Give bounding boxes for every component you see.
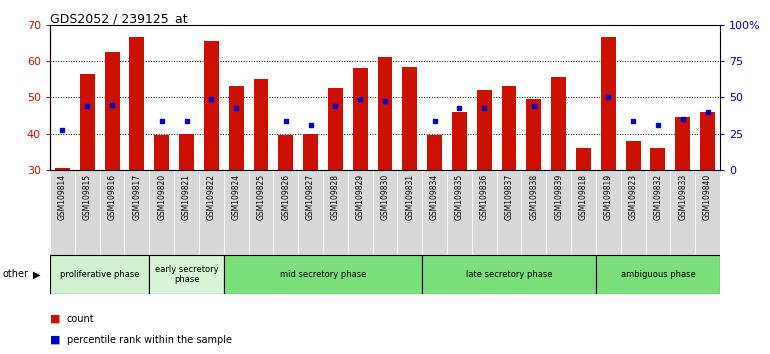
Bar (50, 255, 149, 294)
Bar (645, 170, 671, 255)
Text: GSM109815: GSM109815 (82, 174, 92, 220)
Text: GSM109839: GSM109839 (554, 174, 563, 221)
Text: GSM109831: GSM109831 (405, 174, 414, 220)
Text: GSM109835: GSM109835 (455, 174, 464, 221)
Bar (278, 136, 293, 170)
Bar (472, 170, 497, 255)
Bar (527, 99, 541, 170)
Bar (576, 148, 591, 170)
Text: GSM109817: GSM109817 (132, 174, 142, 220)
Bar (204, 41, 219, 170)
Text: ■: ■ (50, 314, 61, 324)
Text: GSM109820: GSM109820 (157, 174, 166, 220)
Bar (303, 133, 318, 170)
Text: GSM109826: GSM109826 (281, 174, 290, 220)
Text: GSM109824: GSM109824 (232, 174, 241, 220)
Text: proliferative phase: proliferative phase (60, 270, 139, 279)
Text: GDS2052 / 239125_at: GDS2052 / 239125_at (50, 12, 188, 25)
Bar (695, 170, 720, 255)
Bar (99, 170, 125, 255)
Bar (447, 170, 472, 255)
Text: GSM109814: GSM109814 (58, 174, 67, 220)
Bar (497, 170, 521, 255)
Bar (671, 170, 695, 255)
Text: late secretory phase: late secretory phase (466, 270, 552, 279)
Text: GSM109816: GSM109816 (108, 174, 116, 220)
Bar (149, 255, 224, 294)
Bar (129, 38, 144, 170)
Bar (651, 148, 665, 170)
Bar (377, 57, 393, 170)
Text: GSM109818: GSM109818 (579, 174, 588, 220)
Bar (149, 170, 174, 255)
Text: GSM109827: GSM109827 (306, 174, 315, 220)
Bar (601, 38, 616, 170)
Bar (521, 170, 546, 255)
Bar (626, 141, 641, 170)
Bar (353, 68, 367, 170)
Bar (501, 86, 517, 170)
Text: ▶: ▶ (33, 269, 41, 279)
Bar (179, 133, 194, 170)
Bar (229, 86, 243, 170)
Bar (551, 78, 566, 170)
Text: GSM109830: GSM109830 (380, 174, 390, 221)
Bar (422, 255, 596, 294)
Bar (422, 170, 447, 255)
Bar (80, 74, 95, 170)
Text: GSM109823: GSM109823 (628, 174, 638, 220)
Text: count: count (67, 314, 95, 324)
Text: early secretory
phase: early secretory phase (155, 265, 219, 284)
Bar (328, 88, 343, 170)
Bar (397, 170, 422, 255)
Text: GSM109837: GSM109837 (504, 174, 514, 221)
Bar (348, 170, 373, 255)
Text: mid secretory phase: mid secretory phase (280, 270, 367, 279)
Bar (273, 170, 298, 255)
Text: GSM109838: GSM109838 (529, 174, 538, 220)
Bar (75, 170, 99, 255)
Bar (571, 170, 596, 255)
Bar (154, 136, 169, 170)
Bar (253, 79, 269, 170)
Bar (596, 170, 621, 255)
Text: GSM109834: GSM109834 (430, 174, 439, 221)
Text: other: other (2, 269, 28, 279)
Text: GSM109819: GSM109819 (604, 174, 613, 220)
Bar (298, 170, 323, 255)
Bar (403, 67, 417, 170)
Text: GSM109833: GSM109833 (678, 174, 688, 221)
Bar (452, 112, 467, 170)
Bar (125, 170, 149, 255)
Text: ambiguous phase: ambiguous phase (621, 270, 695, 279)
Text: ■: ■ (50, 335, 61, 345)
Text: GSM109822: GSM109822 (207, 174, 216, 220)
Text: GSM109840: GSM109840 (703, 174, 712, 221)
Bar (105, 52, 119, 170)
Bar (546, 170, 571, 255)
Bar (427, 136, 442, 170)
Bar (199, 170, 224, 255)
Bar (174, 170, 199, 255)
Text: GSM109832: GSM109832 (654, 174, 662, 220)
Bar (224, 170, 249, 255)
Bar (700, 112, 715, 170)
Bar (621, 170, 645, 255)
Bar (373, 170, 397, 255)
Bar (55, 168, 70, 170)
Bar (224, 255, 422, 294)
Bar (323, 170, 348, 255)
Text: GSM109829: GSM109829 (356, 174, 365, 220)
Bar (675, 117, 690, 170)
Text: GSM109821: GSM109821 (182, 174, 191, 220)
Text: percentile rank within the sample: percentile rank within the sample (67, 335, 232, 345)
Text: GSM109828: GSM109828 (331, 174, 340, 220)
Bar (477, 90, 492, 170)
Text: GSM109836: GSM109836 (480, 174, 489, 221)
Bar (596, 255, 720, 294)
Text: GSM109825: GSM109825 (256, 174, 266, 220)
Bar (50, 170, 75, 255)
Bar (249, 170, 273, 255)
